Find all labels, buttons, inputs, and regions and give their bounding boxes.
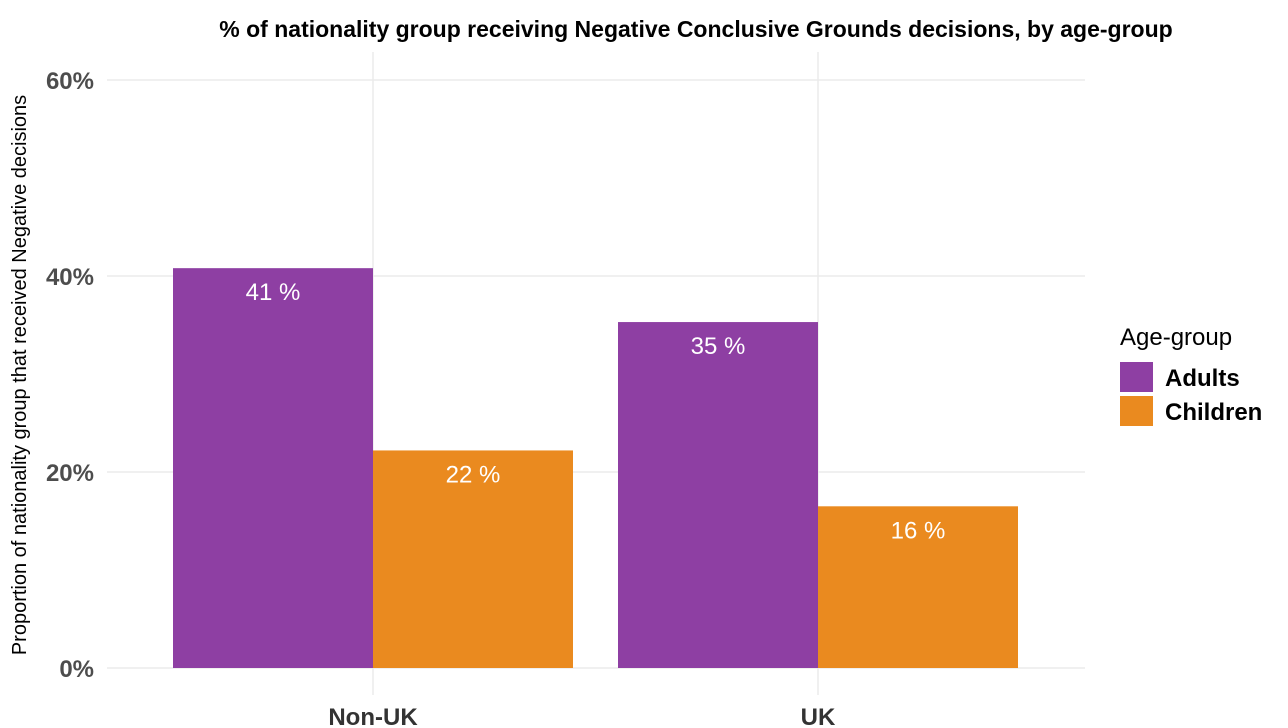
bar-adults-uk <box>618 322 818 668</box>
legend: Age-group Adults Children <box>1120 324 1262 426</box>
y-tick-label: 60% <box>46 68 94 95</box>
bar-value-label: 16 % <box>891 517 946 544</box>
y-tick-label: 0% <box>59 656 94 683</box>
y-axis-ticks: 0% 20% 40% 60% <box>46 68 94 683</box>
bar-children-uk <box>818 506 1018 668</box>
y-tick-label: 20% <box>46 460 94 487</box>
legend-swatch-adults <box>1120 362 1153 392</box>
legend-swatch-children <box>1120 396 1153 426</box>
bars <box>173 268 1018 668</box>
bar-children-non-uk <box>373 450 573 668</box>
x-tick-label: UK <box>801 704 836 728</box>
legend-label-children: Children <box>1165 399 1262 426</box>
chart-title: % of nationality group receiving Negativ… <box>219 16 1172 42</box>
x-tick-label: Non-UK <box>328 704 418 728</box>
x-axis-ticks: Non-UK UK <box>328 704 836 728</box>
bar-value-label: 22 % <box>446 461 501 488</box>
bar-adults-non-uk <box>173 268 373 668</box>
y-axis-label: Proportion of nationality group that rec… <box>9 95 31 655</box>
bar-value-label: 35 % <box>691 333 746 360</box>
bar-labels: 41 % 22 % 35 % 16 % <box>246 279 946 544</box>
legend-title: Age-group <box>1120 324 1232 351</box>
bar-value-label: 41 % <box>246 279 301 306</box>
legend-label-adults: Adults <box>1165 365 1240 392</box>
y-tick-label: 40% <box>46 264 94 291</box>
